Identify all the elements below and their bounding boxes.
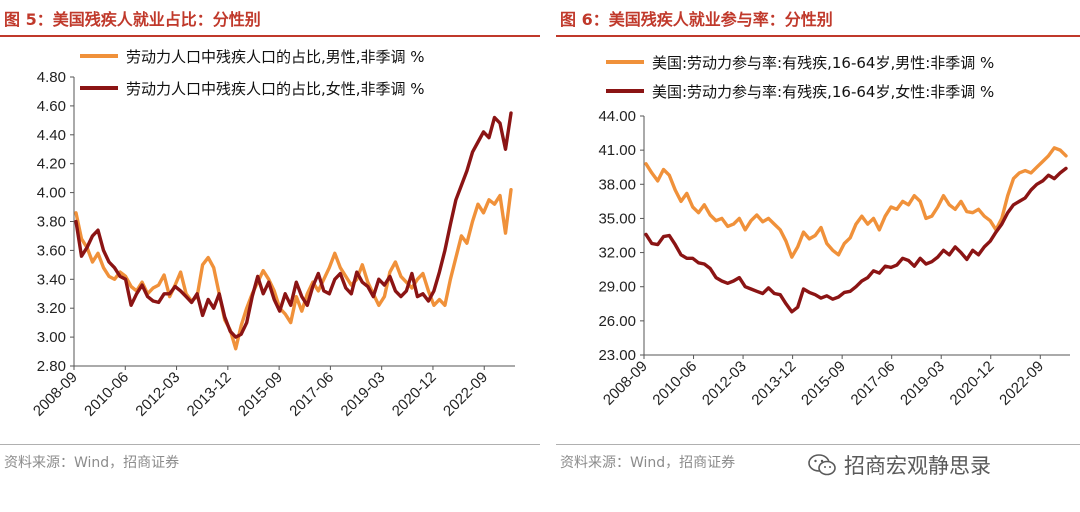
x-tick-label: 2013-12 bbox=[748, 358, 799, 409]
figure-6-chart: 23.00 26.00 29.00 32.00 35.00 38.00 41.00 44.00… bbox=[598, 54, 1070, 409]
legend-label: 美国:劳动力参与率:有残疾,16-64岁,男性:非季调 % bbox=[652, 54, 994, 72]
figure-6-title: 图 6：美国残疾人就业参与率：分性别 bbox=[560, 10, 833, 29]
x-tick-label: 2010-06 bbox=[649, 358, 700, 409]
x-tick-label: 2020-12 bbox=[389, 369, 440, 420]
x-tick-label: 2015-09 bbox=[798, 358, 849, 409]
watermark: 招商宏观静思录 bbox=[808, 450, 991, 480]
figure-6-panel: 图 6：美国残疾人就业参与率：分性别 23.00 26.00 29.00 32.00 3… bbox=[556, 0, 1080, 512]
y-tick-label: 3.40 bbox=[37, 271, 66, 288]
x-tick-label: 2015-09 bbox=[235, 369, 286, 420]
wechat-icon bbox=[808, 454, 836, 476]
series-line-female bbox=[74, 111, 513, 339]
y-tick-label: 2.80 bbox=[37, 358, 66, 375]
watermark-text: 招商宏观静思录 bbox=[844, 454, 991, 478]
y-tick-label: 4.00 bbox=[37, 185, 66, 202]
figure-5-chart: 2.80 3.00 3.20 3.40 3.60 3.80 4.00 4.20 4.40 4.60… bbox=[30, 48, 515, 420]
y-tick-label: 26.00 bbox=[598, 313, 636, 330]
y-tick-label: 35.00 bbox=[598, 210, 636, 227]
x-tick-label: 2008-09 bbox=[30, 369, 81, 420]
x-tick-label: 2019-03 bbox=[897, 358, 948, 409]
y-tick-label: 23.00 bbox=[598, 347, 636, 364]
y-tick-label: 3.80 bbox=[37, 214, 66, 231]
series-line-female bbox=[644, 166, 1068, 314]
x-tick-label: 2010-06 bbox=[81, 369, 132, 420]
series-line-male bbox=[74, 187, 513, 351]
y-tick-label: 4.80 bbox=[37, 69, 66, 86]
figure-5-title-rule bbox=[0, 35, 540, 37]
legend-label: 劳动力人口中残疾人口的占比,女性,非季调 % bbox=[126, 80, 425, 98]
figure-5-title: 图 5：美国残疾人就业占比：分性别 bbox=[4, 10, 261, 29]
y-tick-label: 3.20 bbox=[37, 300, 66, 317]
x-tick-label: 2013-12 bbox=[184, 369, 235, 420]
y-tick-label: 32.00 bbox=[598, 245, 636, 262]
figure-6-title-rule bbox=[556, 35, 1080, 37]
x-tick-label: 2012-03 bbox=[699, 358, 750, 409]
x-tick-label: 2012-03 bbox=[132, 369, 183, 420]
y-tick-label: 4.20 bbox=[37, 156, 66, 173]
figure-5-bottom-rule bbox=[0, 444, 540, 445]
legend-label: 劳动力人口中残疾人口的占比,男性,非季调 % bbox=[126, 48, 425, 66]
y-tick-label: 4.40 bbox=[37, 127, 66, 144]
y-tick-label: 3.00 bbox=[37, 329, 66, 346]
figure-6-source: 资料来源：Wind，招商证券 bbox=[560, 455, 736, 471]
y-tick-label: 3.60 bbox=[37, 242, 66, 259]
x-tick-label: 2019-03 bbox=[338, 369, 389, 420]
x-tick-label: 2022-09 bbox=[440, 369, 491, 420]
x-tick-label: 2008-09 bbox=[600, 358, 651, 409]
x-tick-label: 2020-12 bbox=[947, 358, 998, 409]
y-tick-label: 41.00 bbox=[598, 142, 636, 159]
figure-6-bottom-rule bbox=[556, 444, 1080, 445]
figure-5-panel: 图 5：美国残疾人就业占比：分性别 2.80 3.00 3.20 3.40 3.60 3.… bbox=[0, 10, 540, 471]
x-tick-label: 2017-06 bbox=[848, 358, 899, 409]
y-tick-label: 44.00 bbox=[598, 108, 636, 125]
legend-label: 美国:劳动力参与率:有残疾,16-64岁,女性:非季调 % bbox=[652, 83, 994, 101]
y-tick-label: 4.60 bbox=[37, 98, 66, 115]
series-line-male bbox=[644, 146, 1068, 259]
figure-5-source: 资料来源：Wind，招商证券 bbox=[4, 455, 180, 471]
x-tick-label: 2022-09 bbox=[996, 358, 1047, 409]
x-tick-label: 2017-06 bbox=[286, 369, 337, 420]
y-tick-label: 38.00 bbox=[598, 176, 636, 193]
y-tick-label: 29.00 bbox=[598, 279, 636, 296]
